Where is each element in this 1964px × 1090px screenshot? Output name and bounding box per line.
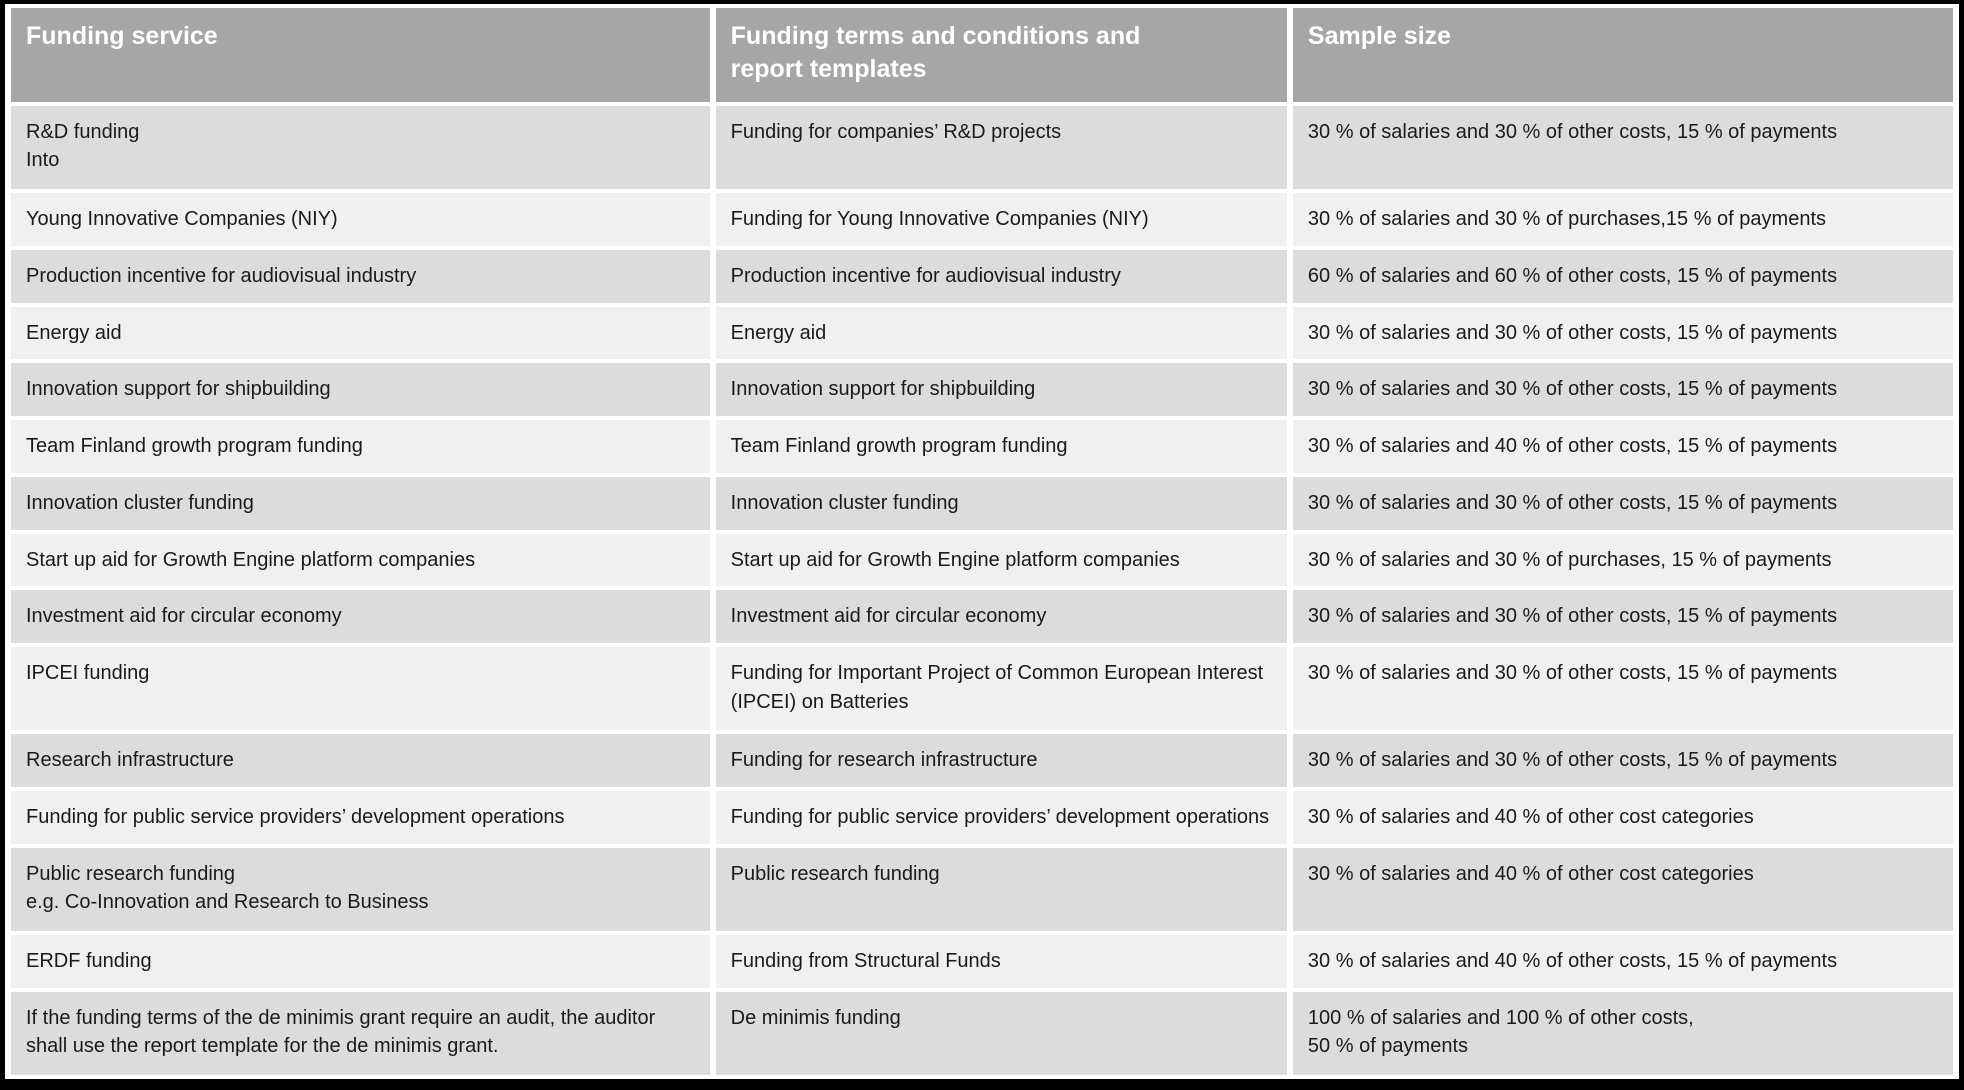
funding-terms-cell: Funding for public service providers’ de… bbox=[715, 791, 1287, 844]
table-row: R&D funding Into Funding for companies’ … bbox=[11, 106, 1953, 190]
funding-terms-cell: Funding for companies’ R&D projects bbox=[715, 106, 1287, 190]
funding-terms-cell: Funding from Structural Funds bbox=[715, 934, 1287, 988]
sample-size-cell: 30 % of salaries and 40 % of other costs… bbox=[1292, 934, 1953, 988]
table-row: Research infrastructure Funding for rese… bbox=[11, 734, 1953, 788]
sample-size-cell: 60 % of salaries and 60 % of other costs… bbox=[1292, 249, 1953, 303]
funding-service-cell: Innovation support for shipbuilding bbox=[11, 363, 710, 417]
funding-terms-cell: De minimis funding bbox=[715, 991, 1287, 1075]
header-row: Funding service Funding terms and condit… bbox=[11, 8, 1953, 102]
funding-service-cell: Public research funding e.g. Co-Innovati… bbox=[11, 847, 710, 931]
table-row: ERDF funding Funding from Structural Fun… bbox=[11, 934, 1953, 988]
table-row: Investment aid for circular economy Inve… bbox=[11, 590, 1953, 644]
funding-service-cell: R&D funding Into bbox=[11, 106, 710, 190]
table-header: Funding service Funding terms and condit… bbox=[11, 8, 1953, 102]
funding-terms-cell: Energy aid bbox=[715, 306, 1287, 360]
funding-service-cell: ERDF funding bbox=[11, 934, 710, 988]
sample-size-cell: 30 % of salaries and 40 % of other costs… bbox=[1292, 420, 1953, 473]
table-row: Public research funding e.g. Co-Innovati… bbox=[11, 847, 1953, 931]
column-header-funding-service: Funding service bbox=[11, 8, 710, 102]
funding-terms-cell: Investment aid for circular economy bbox=[715, 590, 1287, 644]
funding-service-cell: Energy aid bbox=[11, 306, 710, 360]
table-row: Innovation support for shipbuilding Inno… bbox=[11, 363, 1953, 417]
sample-size-cell: 30 % of salaries and 30 % of other costs… bbox=[1292, 106, 1953, 190]
funding-terms-cell: Production incentive for audiovisual ind… bbox=[715, 249, 1287, 303]
sample-size-cell: 30 % of salaries and 30 % of other costs… bbox=[1292, 363, 1953, 417]
sample-size-cell: 30 % of salaries and 30 % of purchases,1… bbox=[1292, 193, 1953, 246]
table-row: Young Innovative Companies (NIY) Funding… bbox=[11, 193, 1953, 246]
funding-service-cell: If the funding terms of the de minimis g… bbox=[11, 991, 710, 1075]
sample-size-cell: 30 % of salaries and 30 % of other costs… bbox=[1292, 590, 1953, 644]
funding-terms-cell: Funding for Important Project of Common … bbox=[715, 647, 1287, 731]
table-row: Energy aid Energy aid 30 % of salaries a… bbox=[11, 306, 1953, 360]
column-header-funding-terms: Funding terms and conditions and report … bbox=[715, 8, 1287, 102]
funding-terms-cell: Team Finland growth program funding bbox=[715, 420, 1287, 473]
funding-service-cell: Start up aid for Growth Engine platform … bbox=[11, 533, 710, 587]
funding-service-cell: Innovation cluster funding bbox=[11, 476, 710, 530]
column-header-sample-size: Sample size bbox=[1292, 8, 1953, 102]
funding-service-cell: Funding for public service providers’ de… bbox=[11, 791, 710, 844]
funding-service-cell: Research infrastructure bbox=[11, 734, 710, 788]
table-row: Funding for public service providers’ de… bbox=[11, 791, 1953, 844]
sample-size-cell: 30 % of salaries and 30 % of other costs… bbox=[1292, 647, 1953, 731]
funding-service-cell: Production incentive for audiovisual ind… bbox=[11, 249, 710, 303]
funding-service-cell: Young Innovative Companies (NIY) bbox=[11, 193, 710, 246]
funding-terms-cell: Funding for research infrastructure bbox=[715, 734, 1287, 788]
funding-terms-cell: Funding for Young Innovative Companies (… bbox=[715, 193, 1287, 246]
table-row: Team Finland growth program funding Team… bbox=[11, 420, 1953, 473]
funding-terms-cell: Public research funding bbox=[715, 847, 1287, 931]
funding-service-cell: IPCEI funding bbox=[11, 647, 710, 731]
table-row: If the funding terms of the de minimis g… bbox=[11, 991, 1953, 1075]
sample-size-cell: 30 % of salaries and 40 % of other cost … bbox=[1292, 791, 1953, 844]
funding-service-cell: Team Finland growth program funding bbox=[11, 420, 710, 473]
table-row: Start up aid for Growth Engine platform … bbox=[11, 533, 1953, 587]
funding-terms-cell: Innovation support for shipbuilding bbox=[715, 363, 1287, 417]
sample-size-cell: 30 % of salaries and 30 % of other costs… bbox=[1292, 734, 1953, 788]
funding-service-cell: Investment aid for circular economy bbox=[11, 590, 710, 644]
table-row: Production incentive for audiovisual ind… bbox=[11, 249, 1953, 303]
funding-terms-cell: Innovation cluster funding bbox=[715, 476, 1287, 530]
funding-audit-table: Funding service Funding terms and condit… bbox=[5, 4, 1959, 1079]
table-row: IPCEI funding Funding for Important Proj… bbox=[11, 647, 1953, 731]
sample-size-cell: 30 % of salaries and 40 % of other cost … bbox=[1292, 847, 1953, 931]
table-body: R&D funding Into Funding for companies’ … bbox=[11, 106, 1953, 1075]
sample-size-cell: 100 % of salaries and 100 % of other cos… bbox=[1292, 991, 1953, 1075]
sample-size-cell: 30 % of salaries and 30 % of other costs… bbox=[1292, 476, 1953, 530]
sample-size-cell: 30 % of salaries and 30 % of purchases, … bbox=[1292, 533, 1953, 587]
table-row: Innovation cluster funding Innovation cl… bbox=[11, 476, 1953, 530]
sample-size-cell: 30 % of salaries and 30 % of other costs… bbox=[1292, 306, 1953, 360]
funding-terms-cell: Start up aid for Growth Engine platform … bbox=[715, 533, 1287, 587]
